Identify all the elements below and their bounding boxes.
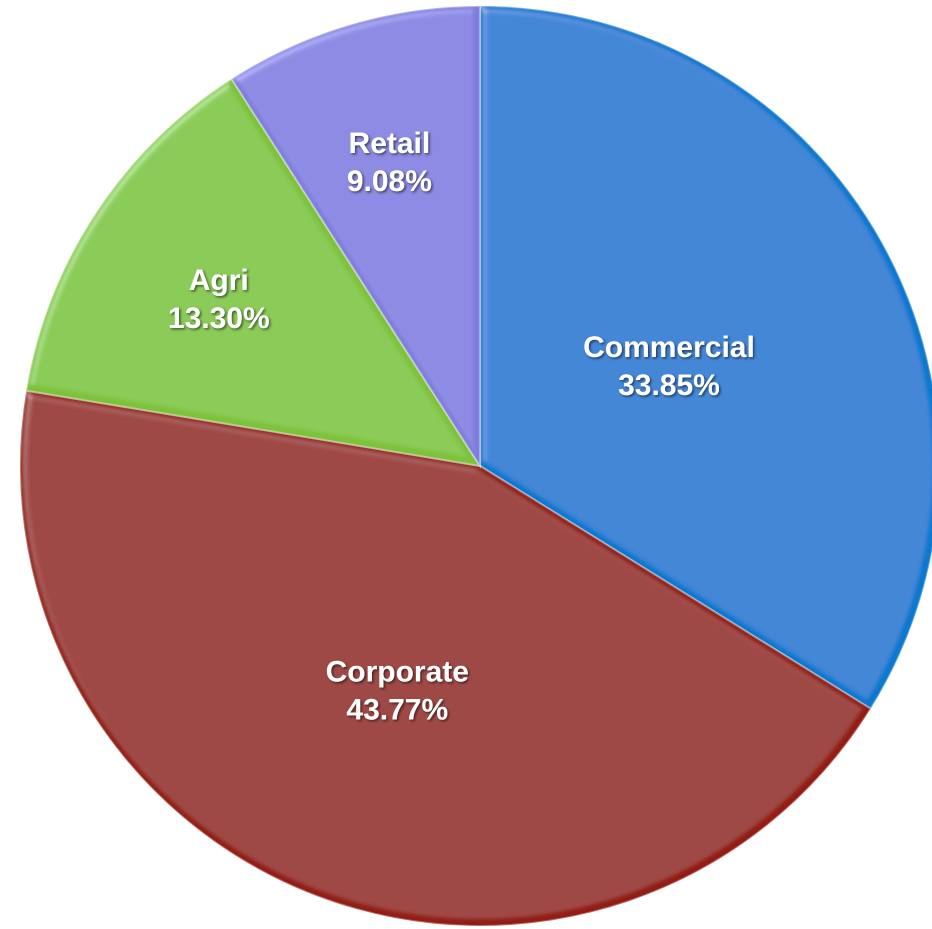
slice-value-agri: 13.30% (168, 302, 270, 335)
slice-value-corporate: 43.77% (346, 694, 448, 727)
slice-label-agri: Agri (189, 264, 249, 297)
pie-slice-commercial (479, 4, 932, 711)
slice-label-corporate: Corporate (326, 656, 469, 689)
pie-slice-retail (230, 4, 481, 470)
pie-slice-corporate (19, 389, 873, 927)
slice-value-retail: 9.08% (347, 165, 432, 198)
pie-slices (19, 4, 932, 927)
slice-label-commercial: Commercial (583, 331, 755, 364)
slice-label-retail: Retail (349, 127, 431, 160)
pie-labels: Commercial 33.85% Corporate 43.77% Agri 13.30… (168, 127, 755, 727)
slice-value-commercial: 33.85% (618, 369, 720, 402)
pie-slice-agri (25, 77, 483, 468)
